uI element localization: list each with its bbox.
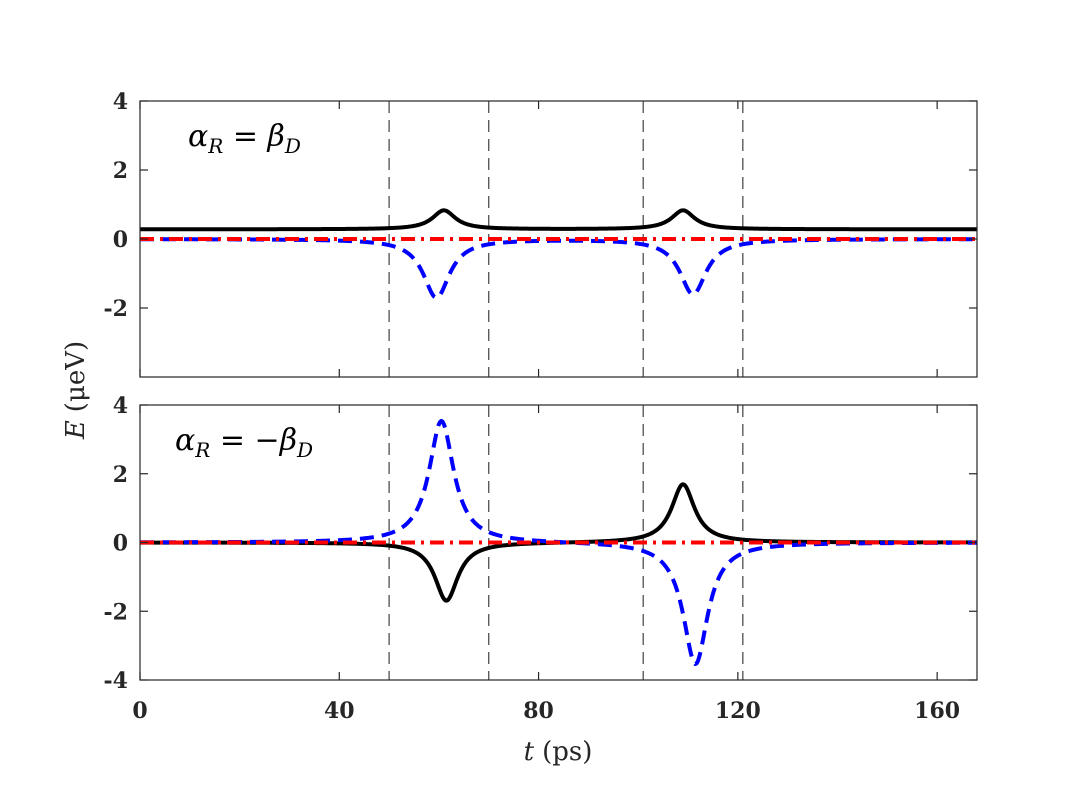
y-tick-label: 2 — [113, 158, 128, 184]
y-axis-label: E(μeV) — [61, 341, 91, 440]
panel-top: -2 0 2 4 αR = βD — [104, 89, 978, 378]
y-tick-label: 0 — [113, 227, 128, 253]
panel-bottom: -4 -2 0 2 4 αR = −βD — [104, 393, 978, 694]
x-tick-label: 160 — [914, 698, 960, 724]
panel-bottom-annotation: αR = −βD — [175, 423, 313, 462]
x-axis-label: t (ps) — [524, 737, 593, 767]
series-dashed-line — [139, 237, 978, 300]
x-tick-label: 80 — [523, 698, 554, 724]
y-tick-label: 0 — [113, 531, 128, 557]
y-tick-label: -2 — [104, 599, 128, 625]
y-tick-label: 2 — [113, 462, 128, 488]
y-tick-label: -4 — [104, 668, 128, 694]
y-tick-label: 4 — [113, 393, 128, 419]
x-tick-label: 120 — [715, 698, 761, 724]
series-solid-line — [139, 208, 978, 232]
x-tick-label: 0 — [132, 698, 147, 724]
x-tick-label: 40 — [324, 698, 355, 724]
panel-top-annotation: αR = βD — [188, 119, 301, 158]
y-tick-label: -2 — [104, 296, 128, 322]
y-tick-label: 4 — [113, 89, 128, 115]
